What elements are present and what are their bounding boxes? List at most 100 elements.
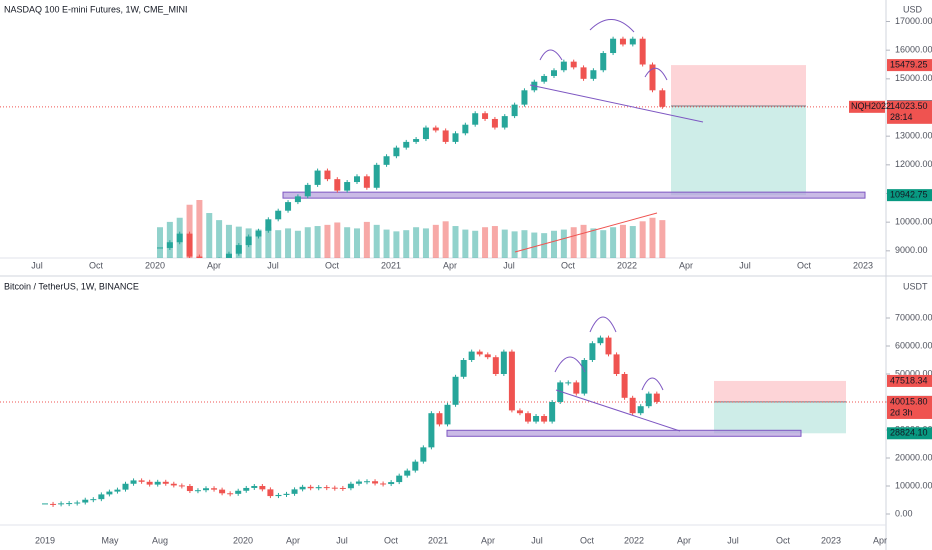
x-tick-label: Jul: [531, 535, 543, 545]
x-tick-label: 2020: [145, 260, 165, 270]
y-tick-label: 12000.00: [895, 159, 932, 169]
candle: [383, 156, 390, 165]
volume-bar: [590, 228, 597, 258]
candle: [432, 127, 439, 131]
volume-bar: [186, 204, 193, 258]
volume-bar: [344, 227, 351, 258]
price-label-box: [887, 189, 932, 202]
candle: [468, 351, 475, 360]
x-tick-label: 2021: [428, 535, 448, 545]
candle: [462, 124, 469, 134]
candle: [245, 236, 252, 246]
candle: [203, 488, 209, 491]
candle: [639, 38, 646, 65]
x-tick-label: Oct: [797, 260, 812, 270]
candle: [560, 61, 567, 71]
candle: [580, 67, 587, 79]
candle: [259, 485, 266, 490]
candle: [58, 503, 65, 505]
x-tick-label: Apr: [207, 260, 221, 270]
candle: [122, 483, 129, 490]
x-tick-label: Oct: [776, 535, 791, 545]
y-tick-label: 20000.00: [895, 452, 932, 462]
x-tick-label: 2022: [624, 535, 644, 545]
candle: [422, 127, 429, 140]
candle: [610, 38, 617, 54]
candle: [255, 230, 262, 237]
x-tick-label: Jul: [503, 260, 515, 270]
candle: [600, 53, 607, 71]
volume-bar: [196, 200, 203, 258]
x-tick-label: Jul: [267, 260, 279, 270]
volume-bar: [216, 220, 223, 258]
candle: [211, 488, 218, 490]
candle: [339, 487, 346, 489]
volume-bar: [551, 230, 557, 258]
candle: [196, 256, 203, 258]
candle: [452, 133, 459, 142]
volume-bar: [393, 231, 400, 258]
candle: [565, 382, 572, 384]
candle: [589, 343, 596, 360]
volume-bar: [521, 230, 528, 258]
candle: [251, 485, 258, 488]
chart-title: Bitcoin / TetherUS, 1W, BINANCE: [4, 281, 139, 291]
candle: [482, 113, 489, 119]
candle: [323, 487, 330, 489]
candle: [157, 247, 163, 249]
x-tick-label: Apr: [286, 535, 300, 545]
stop-zone: [714, 401, 846, 434]
candle: [516, 410, 523, 414]
volume-bar: [511, 231, 518, 258]
stop-zone: [671, 106, 806, 196]
candle: [354, 176, 360, 183]
candle: [621, 373, 628, 398]
candle: [294, 196, 301, 203]
volume-bar: [619, 224, 626, 258]
volume-bar: [413, 227, 420, 258]
countdown: 2d 3h: [890, 407, 913, 417]
candle: [645, 393, 652, 407]
volume-bar: [157, 227, 163, 258]
volume-bar: [373, 224, 380, 258]
candle: [533, 415, 540, 422]
candle: [235, 490, 242, 494]
candle: [551, 70, 557, 76]
volume-bar: [206, 213, 213, 258]
candle: [130, 480, 137, 484]
y-tick-label: 60000.00: [895, 340, 932, 350]
x-tick-label: 2019: [35, 535, 55, 545]
candle: [285, 202, 292, 211]
candle: [500, 351, 507, 374]
x-tick-label: 2021: [381, 260, 401, 270]
trend-line: [529, 84, 704, 123]
candle: [570, 61, 577, 68]
candle: [541, 75, 548, 82]
volume-bar: [304, 227, 311, 258]
y-tick-label: 17000.00: [895, 16, 932, 26]
volume-bar: [334, 222, 341, 258]
x-tick-label: Oct: [325, 260, 340, 270]
candle: [355, 481, 362, 484]
candle: [492, 357, 499, 374]
x-tick-label: Apr: [873, 535, 887, 545]
candle: [472, 113, 479, 125]
candle: [114, 489, 121, 492]
candle: [484, 354, 491, 358]
y-tick-label: 13000.00: [895, 131, 932, 141]
volume-bar: [166, 221, 173, 258]
symbol: NQH2022: [851, 101, 891, 111]
price-label-box: [887, 427, 932, 440]
candle: [444, 404, 451, 425]
volume-bar: [422, 228, 429, 258]
volume-bar: [649, 217, 656, 258]
candle: [403, 141, 410, 148]
y-tick-label: 0.00: [895, 508, 913, 518]
volume-bar: [265, 227, 272, 258]
candle: [573, 382, 580, 394]
candle: [331, 487, 338, 489]
candle: [511, 104, 518, 117]
x-tick-label: Jul: [336, 535, 348, 545]
candle: [491, 118, 498, 128]
